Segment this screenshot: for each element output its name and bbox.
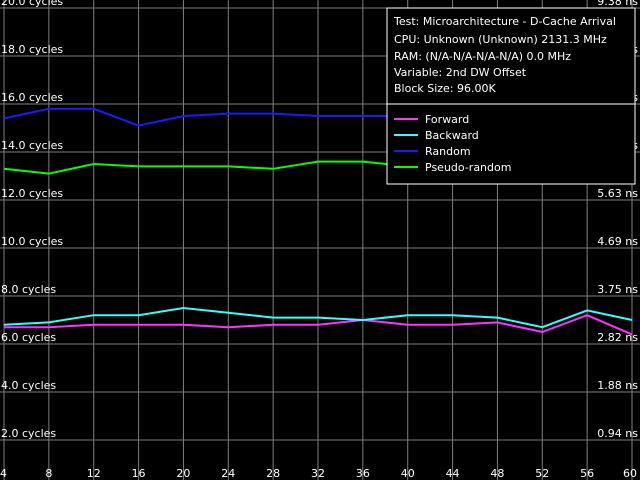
info-ram: RAM: (N/A-N/A-N/A-N/A) 0.0 MHz (394, 50, 571, 63)
x-tick-label: 36 (356, 467, 370, 480)
y-tick-label-right: 4.69 ns (597, 235, 638, 248)
info-variable: Variable: 2nd DW Offset (394, 66, 527, 79)
x-tick-label: 56 (580, 467, 594, 480)
x-tick-label: 24 (221, 467, 235, 480)
y-tick-label-right: 1.88 ns (597, 379, 638, 392)
x-tick-label: 48 (490, 467, 504, 480)
y-tick-label-left: 8.0 cycles (1, 283, 56, 296)
info-box: Test: Microarchitecture - D-Cache Arriva… (386, 7, 636, 185)
x-tick-label: 28 (266, 467, 280, 480)
x-tick-label: 44 (446, 467, 460, 480)
y-tick-label-left: 4.0 cycles (1, 379, 56, 392)
x-tick-label: 52 (535, 467, 549, 480)
info-test: Test: Microarchitecture - D-Cache Arriva… (393, 15, 616, 28)
y-tick-label-left: 16.0 cycles (1, 91, 63, 104)
info-box-frame (386, 7, 636, 185)
y-tick-label-left: 14.0 cycles (1, 139, 63, 152)
legend: Forward Backward Random Pseudo-random (394, 113, 511, 174)
y-tick-label-left: 6.0 cycles (1, 331, 56, 344)
y-tick-label-right: 9.38 ns (597, 0, 638, 8)
y-tick-label-left: 18.0 cycles (1, 43, 63, 56)
y-tick-label-right: 5.63 ns (597, 187, 638, 200)
legend-label: Pseudo-random (425, 161, 511, 174)
y-tick-label-left: 2.0 cycles (1, 427, 56, 440)
x-tick-label: 60 (623, 467, 637, 480)
x-tick-label: 32 (311, 467, 325, 480)
info-block-size: Block Size: 96.00K (394, 82, 497, 95)
x-tick-label: 16 (132, 467, 146, 480)
series-line (4, 314, 633, 336)
legend-label: Forward (425, 113, 469, 126)
legend-label: Backward (425, 129, 479, 142)
y-tick-label-right: 3.75 ns (597, 283, 638, 296)
x-tick-label: 12 (87, 467, 101, 480)
y-tick-label-right: 0.94 ns (597, 427, 638, 440)
x-tick-label: 4 (0, 467, 7, 480)
legend-label: Random (425, 145, 471, 158)
y-tick-label-left: 20.0 cycles (1, 0, 63, 8)
info-cpu: CPU: Unknown (Unknown) 2131.3 MHz (394, 33, 607, 46)
y-tick-label-left: 10.0 cycles (1, 235, 63, 248)
y-tick-label-left: 12.0 cycles (1, 187, 63, 200)
x-tick-label: 8 (45, 467, 52, 480)
x-tick-label: 40 (401, 467, 415, 480)
y-tick-label-right: 2.82 ns (597, 331, 638, 344)
series-line (3, 306, 633, 329)
x-tick-label: 20 (176, 467, 190, 480)
